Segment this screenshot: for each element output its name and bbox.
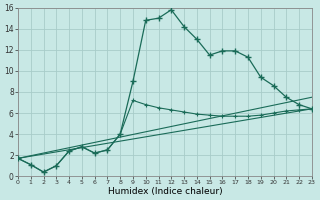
X-axis label: Humidex (Indice chaleur): Humidex (Indice chaleur) [108, 187, 222, 196]
